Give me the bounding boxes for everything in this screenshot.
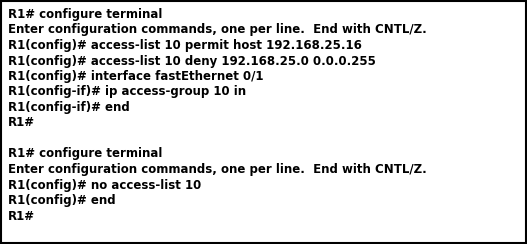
- Text: R1(config)# no access-list 10: R1(config)# no access-list 10: [8, 179, 201, 192]
- Text: R1(config)# access-list 10 permit host 192.168.25.16: R1(config)# access-list 10 permit host 1…: [8, 39, 362, 52]
- Text: R1#: R1#: [8, 210, 35, 223]
- Text: R1(config-if)# ip access-group 10 in: R1(config-if)# ip access-group 10 in: [8, 85, 246, 99]
- Text: R1# configure terminal: R1# configure terminal: [8, 148, 162, 161]
- Text: R1(config)# interface fastEthernet 0/1: R1(config)# interface fastEthernet 0/1: [8, 70, 264, 83]
- Text: Enter configuration commands, one per line.  End with CNTL/Z.: Enter configuration commands, one per li…: [8, 23, 427, 37]
- Text: Enter configuration commands, one per line.  End with CNTL/Z.: Enter configuration commands, one per li…: [8, 163, 427, 176]
- Text: R1# configure terminal: R1# configure terminal: [8, 8, 162, 21]
- Text: R1(config-if)# end: R1(config-if)# end: [8, 101, 130, 114]
- Text: R1#: R1#: [8, 116, 35, 130]
- Text: R1(config)# access-list 10 deny 192.168.25.0 0.0.0.255: R1(config)# access-list 10 deny 192.168.…: [8, 54, 376, 68]
- Text: R1(config)# end: R1(config)# end: [8, 194, 115, 207]
